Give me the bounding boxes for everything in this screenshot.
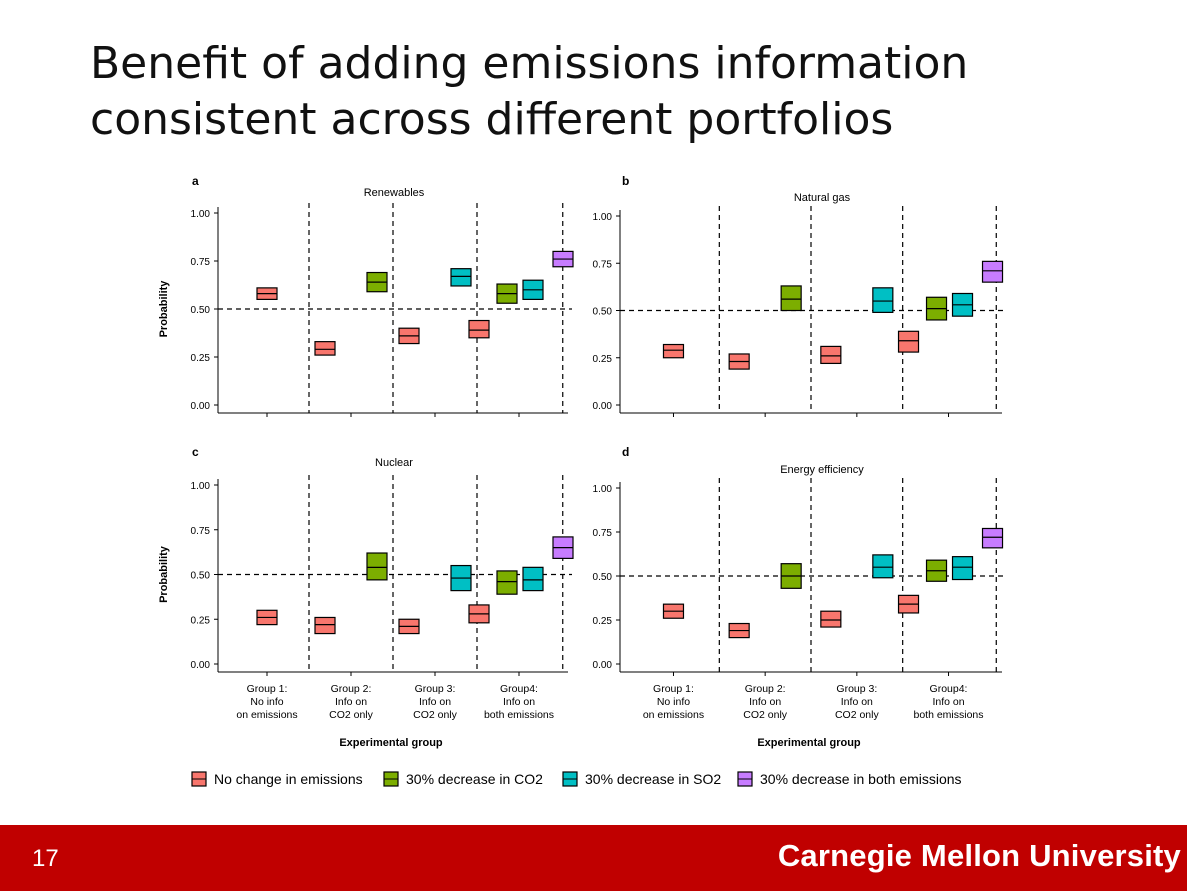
y-tick-label: 0.75 bbox=[191, 526, 211, 537]
y-tick-label: 1.00 bbox=[191, 209, 211, 220]
y-tick-label: 0.00 bbox=[593, 660, 613, 671]
y-tick-label: 0.00 bbox=[191, 660, 211, 671]
y-tick-label: 0.75 bbox=[593, 528, 613, 539]
x-group-label: on emissions bbox=[643, 709, 704, 721]
box-mark bbox=[522, 566, 544, 592]
x-group-label: Group 2: bbox=[331, 683, 372, 695]
slide-title-line-1: Benefit of adding emissions information bbox=[90, 38, 969, 89]
y-tick-label: 0.25 bbox=[593, 354, 613, 365]
box-mark bbox=[897, 330, 920, 353]
x-group-label: Info on bbox=[335, 696, 367, 708]
box-mark bbox=[780, 285, 802, 312]
x-group-label: No info bbox=[250, 696, 283, 708]
x-group-label: on emissions bbox=[236, 709, 297, 721]
y-tick-label: 0.50 bbox=[191, 571, 211, 582]
y-tick-label: 1.00 bbox=[191, 481, 211, 492]
x-group-label: Info on bbox=[932, 696, 964, 708]
panel-title: Natural gas bbox=[794, 192, 851, 204]
figure: a Renewables 0.00 0.25 0.50 0.75 1.00 Probabili… bbox=[158, 174, 1006, 787]
legend-label: 30% decrease in SO2 bbox=[585, 771, 721, 787]
box-mark bbox=[951, 556, 974, 581]
page-number: 17 bbox=[32, 845, 59, 872]
y-tick-label: 0.25 bbox=[191, 353, 211, 364]
box-mark bbox=[468, 319, 490, 339]
x-group-label: Group4: bbox=[500, 683, 538, 695]
panel-letter: c bbox=[192, 445, 199, 459]
box-mark bbox=[366, 552, 388, 581]
box-mark bbox=[820, 610, 842, 628]
box-mark bbox=[450, 268, 472, 287]
x-group-label: CO2 only bbox=[835, 709, 880, 721]
panel-letter: a bbox=[192, 174, 199, 188]
x-group-label: Group 1: bbox=[247, 683, 288, 695]
x-group-label: Group 1: bbox=[653, 683, 694, 695]
box-mark bbox=[314, 341, 336, 356]
x-group-label: both emissions bbox=[484, 709, 554, 721]
box-mark bbox=[662, 343, 685, 359]
y-tick-label: 0.25 bbox=[593, 616, 613, 627]
panel-title: Nuclear bbox=[375, 457, 413, 469]
x-group-label: Group4: bbox=[930, 683, 968, 695]
legend-label: No change in emissions bbox=[214, 771, 363, 787]
box-mark bbox=[820, 345, 842, 365]
y-tick-label: 0.75 bbox=[191, 257, 211, 268]
x-group-label: Info on bbox=[841, 696, 873, 708]
university-name: Carnegie Mellon University bbox=[777, 838, 1181, 873]
y-tick-label: 0.75 bbox=[593, 259, 613, 270]
box-mark bbox=[314, 616, 336, 635]
box-mark bbox=[496, 570, 518, 595]
panel-letter: b bbox=[622, 174, 629, 188]
y-tick-label: 0.00 bbox=[191, 401, 211, 412]
panel-title: Renewables bbox=[364, 187, 425, 199]
x-group-label: No info bbox=[657, 696, 690, 708]
y-tick-label: 1.00 bbox=[593, 484, 613, 495]
y-tick-label: 0.50 bbox=[191, 305, 211, 316]
box-mark bbox=[981, 260, 1004, 283]
y-tick-label: 0.50 bbox=[593, 307, 613, 318]
y-tick-label: 0.00 bbox=[593, 401, 613, 412]
x-group-label: both emissions bbox=[913, 709, 983, 721]
panel-letter: d bbox=[622, 445, 629, 459]
y-tick-label: 0.50 bbox=[593, 572, 613, 583]
legend-label: 30% decrease in both emissions bbox=[760, 771, 962, 787]
y-tick-label: 1.00 bbox=[593, 212, 613, 223]
footer-bar: 17 Carnegie Mellon University bbox=[0, 825, 1187, 891]
x-group-label: CO2 only bbox=[413, 709, 458, 721]
y-tick-label: 0.25 bbox=[191, 615, 211, 626]
slide-title: Benefit of adding emissions information … bbox=[90, 36, 1090, 148]
x-axis-title: Experimental group bbox=[339, 737, 443, 749]
x-group-label: Group 3: bbox=[415, 683, 456, 695]
x-group-label: Info on bbox=[503, 696, 535, 708]
box-mark bbox=[872, 287, 894, 313]
y-axis-title: Probability bbox=[158, 545, 170, 603]
box-mark bbox=[872, 554, 894, 579]
legend-label: 30% decrease in CO2 bbox=[406, 771, 543, 787]
x-axis-title: Experimental group bbox=[757, 737, 861, 749]
x-group-label: CO2 only bbox=[329, 709, 374, 721]
slide-title-line-2: consistent across different portfolios bbox=[90, 94, 894, 145]
x-group-label: CO2 only bbox=[743, 709, 788, 721]
x-group-label: Group 2: bbox=[745, 683, 786, 695]
box-mark bbox=[981, 527, 1004, 549]
panel-title: Energy efficiency bbox=[780, 464, 864, 476]
y-axis-title: Probability bbox=[158, 280, 170, 338]
x-group-label: Info on bbox=[749, 696, 781, 708]
x-group-label: Group 3: bbox=[836, 683, 877, 695]
x-group-label: Info on bbox=[419, 696, 451, 708]
